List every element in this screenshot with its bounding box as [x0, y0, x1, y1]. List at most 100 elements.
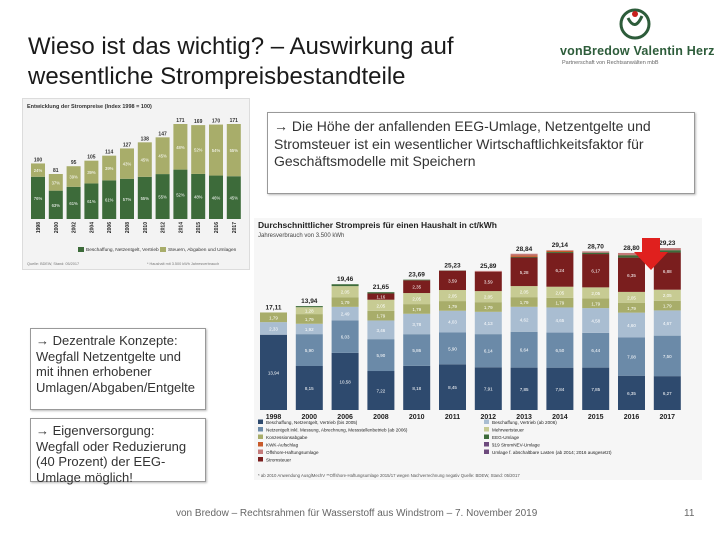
- index-segment-label: 57%: [123, 197, 132, 202]
- household-year-label: 2010: [409, 414, 425, 421]
- callout-decentral-concepts: → Dezentrale Konzepte: Wegfall Netzentge…: [30, 328, 206, 410]
- household-legend-swatch: [484, 434, 489, 439]
- household-bar-seg: [653, 376, 681, 410]
- household-bar-seg: [653, 300, 681, 311]
- index-segment-label: 39%: [105, 166, 114, 171]
- household-legend-item: Offshore-Haftungsumlage: [266, 450, 319, 455]
- household-legend-swatch: [258, 427, 263, 432]
- index-total-label: 171: [230, 118, 239, 124]
- household-bar-seg: [582, 251, 610, 253]
- index-total-label: 81: [53, 168, 59, 174]
- index-chart-note: * Haushalt mit 3.500 kWh Jahresverbrauch: [147, 262, 219, 266]
- household-bar-seg: [474, 271, 502, 292]
- legend-swatch-procurement: [78, 247, 84, 252]
- household-bar-seg: [474, 367, 502, 410]
- legend-swatch-taxes: [160, 247, 166, 252]
- household-legend-swatch: [258, 442, 263, 447]
- index-year-label: 2000: [54, 222, 60, 233]
- index-year-label: 2014: [178, 222, 184, 233]
- household-total-label: 23,69: [409, 272, 426, 279]
- index-year-label: 1998: [36, 222, 42, 233]
- household-total-label: 28,70: [588, 243, 605, 250]
- index-legend-1: Beschaffung, Netzentgelt, Vertrieb: [86, 247, 159, 253]
- household-legend-swatch: [484, 442, 489, 447]
- slide-title-line1: Wieso ist das wichtig? – Auswirkung auf: [28, 33, 454, 60]
- index-segment-label: 45%: [230, 196, 239, 201]
- household-bar-seg: [260, 312, 287, 323]
- household-bar-seg: [582, 332, 610, 368]
- household-bar-seg: [618, 257, 645, 292]
- index-segment-label: 63%: [52, 203, 61, 208]
- household-legend-item: Stromsteuer: [266, 458, 291, 463]
- household-segment-label: 3,46: [377, 328, 386, 333]
- index-bar-seg: [31, 163, 45, 177]
- household-bar-seg: [295, 314, 323, 324]
- company-logo: vonBredow Valentin Herz Partnerschaft vo…: [560, 8, 714, 70]
- household-segment-label: 1,79: [627, 306, 636, 311]
- household-legend-swatch: [258, 457, 263, 462]
- household-bar-seg: [546, 367, 574, 410]
- index-bar-seg: [173, 169, 188, 219]
- index-total-label: 138: [141, 136, 150, 142]
- index-bar-seg: [137, 142, 152, 177]
- household-legend-swatch: [258, 419, 263, 424]
- household-bar-seg: [403, 365, 431, 410]
- household-bar-seg: [474, 291, 502, 303]
- household-legend-item: EEG-Umlage: [492, 435, 520, 440]
- household-segment-label: 2,05: [484, 295, 493, 300]
- household-legend-swatch: [258, 434, 263, 439]
- household-chart-note: * ab 2010 Anwendung AusglMechV **Offshor…: [258, 473, 520, 478]
- household-segment-label: 1,79: [305, 317, 314, 322]
- index-total-label: 170: [212, 119, 221, 125]
- index-segment-label: 43%: [123, 162, 132, 167]
- household-bar-seg: [439, 332, 466, 365]
- household-year-label: 2012: [481, 414, 497, 421]
- household-bar-seg: [546, 332, 574, 368]
- household-bar-seg: [403, 280, 431, 294]
- household-bar-seg: [546, 252, 574, 254]
- household-segment-label: 2,49: [341, 312, 350, 317]
- index-bar-seg: [48, 174, 63, 191]
- index-bar-seg: [48, 190, 63, 219]
- household-bar-seg: [618, 312, 645, 338]
- household-segment-label: 2,05: [591, 291, 600, 296]
- household-legend-swatch: [484, 419, 489, 424]
- household-year-label: 1998: [266, 414, 282, 421]
- household-segment-label: 6,35: [627, 273, 636, 278]
- household-bar-seg: [403, 304, 431, 314]
- household-bar-seg: [295, 365, 323, 410]
- household-bar-seg: [546, 253, 574, 287]
- household-year-label: 2014: [552, 414, 568, 421]
- household-segment-label: 13,94: [268, 370, 280, 375]
- household-segment-label: 8,15: [305, 386, 314, 391]
- household-chart-svg: Durchschnittlicher Strompreis für einen …: [258, 220, 681, 478]
- household-year-label: 2013: [516, 414, 532, 421]
- index-bar-seg: [120, 148, 134, 179]
- household-segment-label: 1,79: [484, 305, 493, 310]
- household-segment-label: 3,59: [484, 279, 493, 284]
- index-total-label: 95: [71, 160, 77, 166]
- household-segment-label: 2,05: [448, 294, 457, 299]
- household-segment-label: 4,67: [663, 321, 672, 326]
- household-bar-seg: [331, 284, 359, 287]
- household-segment-label: 7,91: [484, 387, 493, 392]
- household-bar-seg: [403, 279, 431, 281]
- index-segment-label: 76%: [34, 196, 43, 201]
- household-segment-label: 7,08: [627, 355, 636, 360]
- household-segment-label: 1,79: [412, 307, 421, 312]
- household-segment-label: 6,44: [591, 348, 600, 353]
- household-bar-seg: [510, 253, 538, 256]
- index-segment-label: 48%: [194, 194, 203, 199]
- index-year-label: 2012: [161, 222, 167, 233]
- household-year-label: 2016: [624, 414, 640, 421]
- household-segment-label: 1,79: [448, 304, 457, 309]
- household-chart-title: Durchschnittlicher Strompreis für einen …: [258, 220, 497, 230]
- household-bar-seg: [403, 313, 431, 335]
- index-total-label: 147: [158, 131, 167, 137]
- household-total-label: 25,23: [444, 262, 461, 269]
- household-bar-seg: [618, 375, 645, 410]
- household-bar-seg: [582, 298, 610, 309]
- household-segment-label: 4,03: [448, 320, 457, 325]
- household-year-label: 2006: [337, 414, 353, 421]
- index-chart: Entwicklung der Strompreise (Index 1998 …: [22, 98, 250, 270]
